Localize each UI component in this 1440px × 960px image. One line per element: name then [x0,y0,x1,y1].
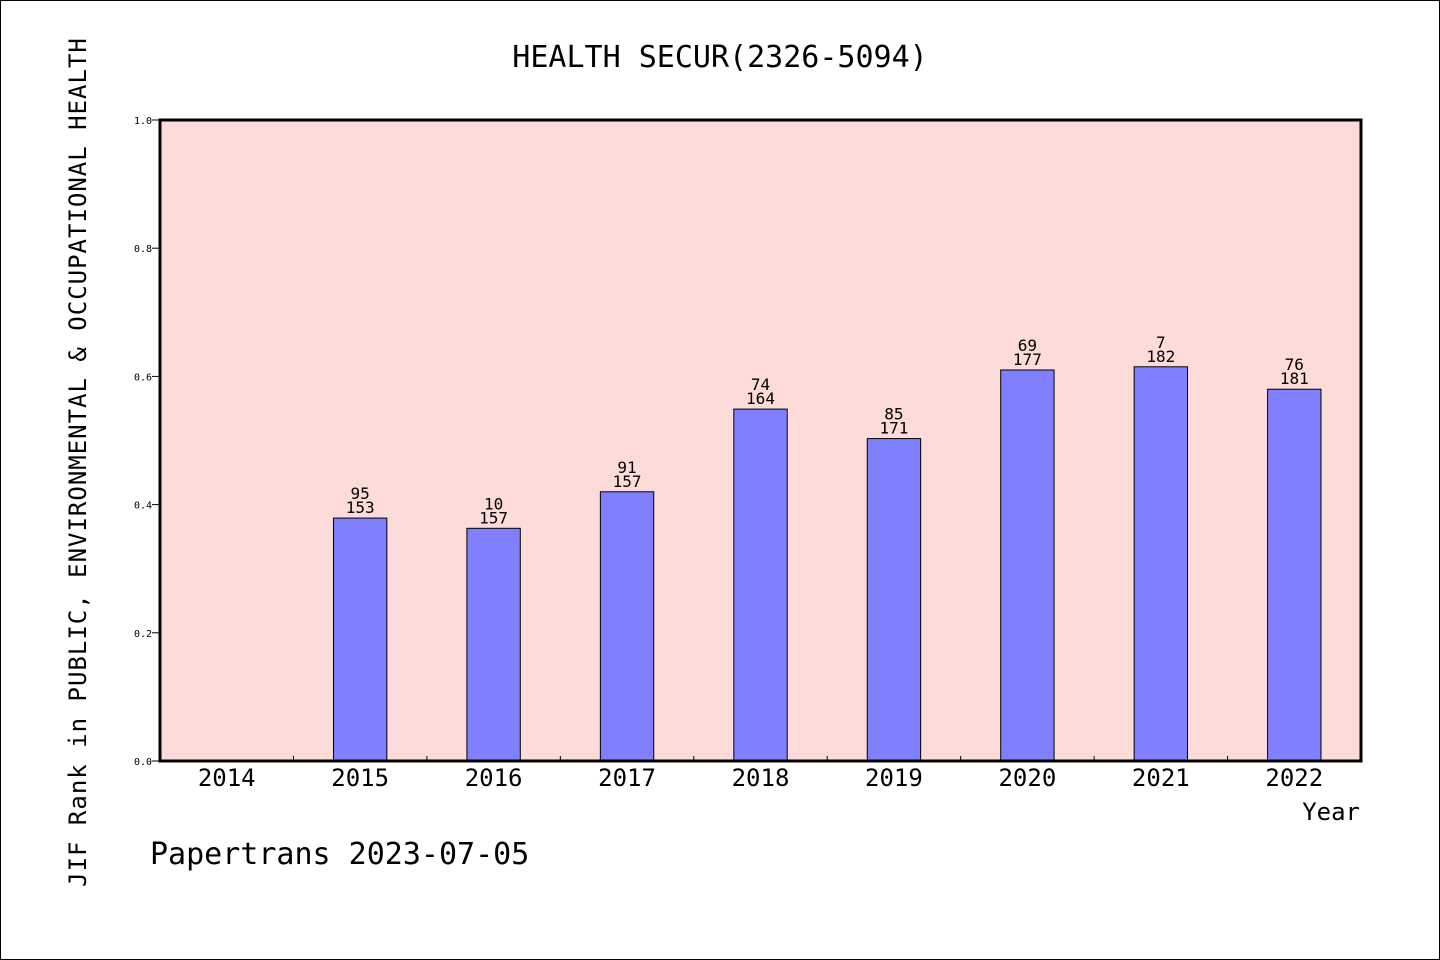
bar-rank-label: 85 [884,405,903,424]
bar-total-label: 157 [613,472,642,491]
bar-2018 [733,408,788,762]
bar-rank-label: 10 [484,494,503,513]
bar-rank-label: 74 [751,375,770,394]
bar-2016 [466,527,521,762]
plot-border [158,118,1363,763]
bar-rank-label: 91 [617,458,636,477]
bar-2022 [1267,388,1322,762]
bar-total-label: 157 [479,508,508,527]
y-tick-label: 0.8 [134,244,152,255]
chart-title: HEALTH SECUR(2326-5094) [512,40,927,75]
bar-total-label: 153 [346,498,375,517]
bar-rank-label: 7 [1156,333,1166,352]
bar-rank-label: 69 [1018,336,1037,355]
bar-total-label: 164 [746,389,775,408]
bar-total-label: 181 [1280,369,1309,388]
x-tick-label: 2015 [331,764,389,792]
y-tick-label: 0.4 [134,501,152,512]
x-tick-label: 2016 [465,764,523,792]
bar-2020 [1000,369,1055,762]
x-tick-label: 2021 [1132,764,1190,792]
bar-total-label: 171 [879,419,908,438]
y-tick-label: 0.0 [134,757,152,768]
x-tick-label: 2022 [1265,764,1323,792]
x-tick-label: 2018 [732,764,790,792]
footer-credit: Papertrans 2023-07-05 [150,837,529,872]
x-tick-label: 2020 [998,764,1056,792]
y-tick-label: 0.6 [134,372,152,383]
bar-2021 [1133,366,1189,762]
bar-total-label: 177 [1013,350,1042,369]
bar-2019 [866,438,922,762]
x-tick-label: 2019 [865,764,923,792]
bar-rank-label: 76 [1285,355,1304,374]
bar-rank-label: 95 [351,484,370,503]
bar-2015 [332,517,388,762]
y-axis-label: JIF Rank in PUBLIC, ENVIRONMENTAL & OCCU… [64,37,92,887]
bar-2017 [599,491,655,762]
x-tick-label: 2014 [198,764,256,792]
x-tick-label: 2017 [598,764,656,792]
x-axis-label: Year [1302,798,1360,826]
y-tick-label: 0.2 [134,629,152,640]
bar-total-label: 182 [1146,347,1175,366]
y-tick-label: 1.0 [134,116,152,127]
